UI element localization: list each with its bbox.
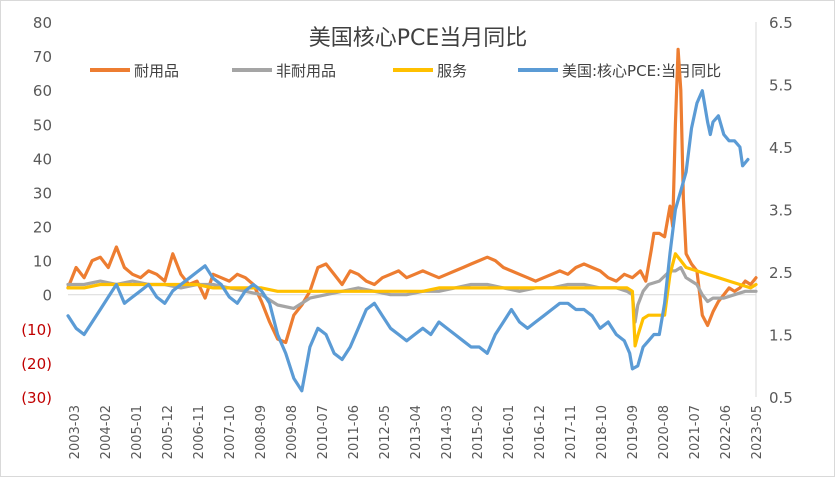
x-tick-label: 2020-08 <box>657 405 672 459</box>
x-tick-label: 2017-11 <box>564 405 579 459</box>
y-left-tick-label: 50 <box>33 116 52 134</box>
y-left-tick-label: 40 <box>33 150 52 168</box>
x-tick-label: 2006-11 <box>192 405 207 459</box>
x-tick-label: 2010-07 <box>316 405 331 459</box>
x-tick-label: 2005-01 <box>130 405 145 459</box>
chart-title: 美国核心PCE当月同比 <box>309 26 528 51</box>
legend-label: 服务 <box>437 62 467 80</box>
y-left-tick-label: 80 <box>33 14 52 32</box>
x-tick-label: 2005-12 <box>161 405 176 459</box>
y-right-tick-label: 6.5 <box>769 14 793 32</box>
y-left-tick-label: (10) <box>21 321 52 339</box>
x-tick-label: 2011-06 <box>347 405 362 459</box>
x-tick-label: 2016-01 <box>502 405 517 459</box>
y-left-tick-label: 20 <box>33 219 52 237</box>
x-tick-label: 2014-03 <box>440 405 455 459</box>
x-tick-label: 2008-09 <box>254 405 269 459</box>
x-tick-label: 2015-02 <box>471 405 486 459</box>
x-tick-label: 2018-10 <box>595 405 610 459</box>
y-left-tick-label: (30) <box>21 389 52 407</box>
series-line <box>66 47 758 345</box>
y-left-tick-label: 60 <box>33 82 52 100</box>
y-right-tick-label: 1.5 <box>769 327 793 345</box>
x-tick-label: 2003-03 <box>68 405 83 459</box>
axes: (30) (20) (10) 0 10 20 30 40 50 60 70 80 0.5 1.5 2.5 3.… <box>21 14 793 459</box>
y-right-tick-label: 2.5 <box>769 264 793 282</box>
x-tick-label: 2016-12 <box>533 405 548 459</box>
y-left-tick-label: 70 <box>33 48 52 66</box>
y-left-tick-label: 0 <box>42 287 52 305</box>
x-tick-label: 2021-07 <box>688 405 703 459</box>
plot-series <box>66 47 758 393</box>
x-tick-label: 2009-08 <box>285 405 300 459</box>
y-left-tick-label: 30 <box>33 184 52 202</box>
x-tick-label: 2022-06 <box>719 405 734 459</box>
x-tick-label: 2019-09 <box>626 405 641 459</box>
legend-label: 耐用品 <box>134 62 179 80</box>
y-right-tick-label: 0.5 <box>769 389 793 407</box>
x-tick-label: 2013-04 <box>409 405 424 459</box>
x-tick-label: 2012-05 <box>378 405 393 459</box>
x-tick-label: 2004-02 <box>99 405 114 459</box>
x-tick-label: 2007-10 <box>223 405 238 459</box>
series-line <box>66 252 758 348</box>
y-right-tick-label: 4.5 <box>769 139 793 157</box>
x-tick-label: 2023-05 <box>750 405 765 459</box>
y-left-tick-label: (20) <box>21 355 52 373</box>
y-left-tick-label: 10 <box>33 253 52 271</box>
y-right-tick-label: 5.5 <box>769 77 793 95</box>
legend-label: 非耐用品 <box>276 62 336 80</box>
y-right-tick-label: 3.5 <box>769 202 793 220</box>
series-line <box>66 89 750 393</box>
